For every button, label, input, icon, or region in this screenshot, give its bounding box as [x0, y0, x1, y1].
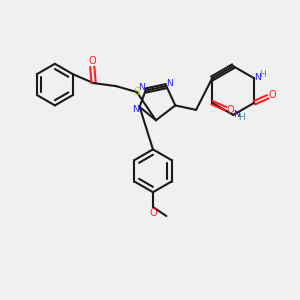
Text: S: S	[134, 87, 140, 97]
Text: O: O	[268, 90, 276, 100]
Text: N: N	[254, 73, 261, 82]
Text: O: O	[88, 56, 96, 66]
Text: N: N	[132, 105, 139, 114]
Text: O: O	[149, 208, 157, 218]
Text: N: N	[233, 110, 240, 119]
Text: O: O	[226, 105, 234, 115]
Text: H: H	[238, 113, 245, 122]
Text: H: H	[259, 70, 266, 79]
Text: N: N	[167, 79, 173, 88]
Text: N: N	[138, 83, 145, 92]
